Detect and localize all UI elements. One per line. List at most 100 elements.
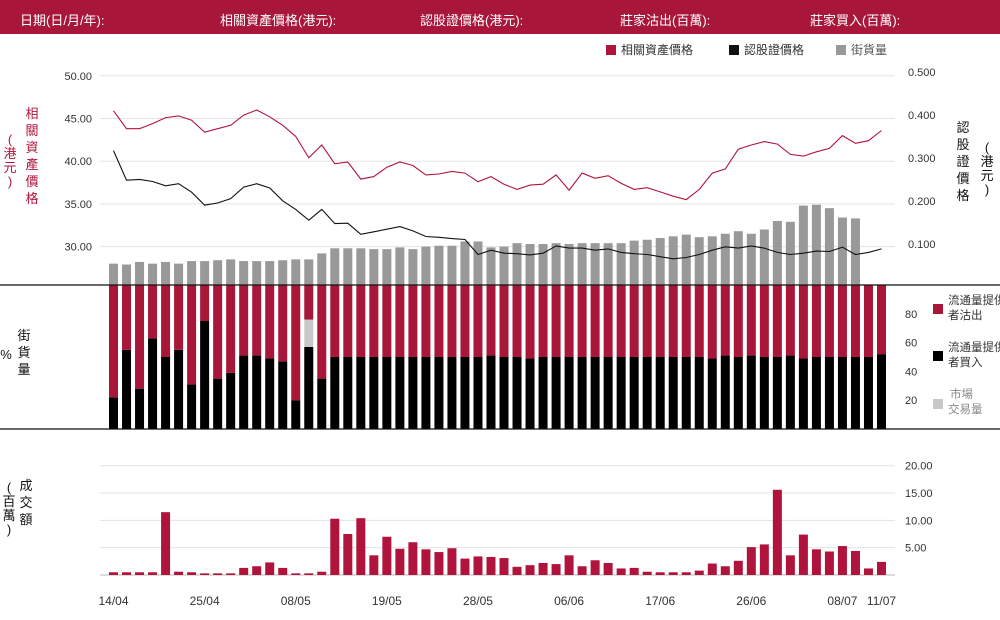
buy-bar: [369, 357, 379, 429]
buy-bar: [317, 378, 327, 429]
buy-bar: [590, 357, 600, 429]
turnover-bar: [668, 572, 678, 575]
sell-bar: [590, 285, 600, 357]
outstanding-bar: [577, 243, 587, 285]
sell-bar: [304, 285, 314, 320]
buy-bar: [382, 357, 392, 429]
date-tick-label: 14/04: [98, 594, 128, 608]
buy-bar: [616, 357, 626, 429]
mid-legend-buy-swatch: [933, 351, 943, 361]
sell-bar: [122, 285, 132, 350]
outstanding-bar: [616, 243, 626, 285]
outstanding-bar: [135, 261, 145, 285]
mid-legend-sell-swatch: [933, 304, 943, 314]
turnover-bar: [551, 564, 561, 575]
outstanding-bar: [642, 239, 652, 285]
sell-bar: [876, 285, 886, 355]
outstanding-bar: [733, 231, 743, 285]
sell-bar: [369, 285, 379, 357]
buy-bar: [525, 358, 535, 429]
outstanding-bar: [668, 236, 678, 285]
outstanding-bar: [811, 204, 821, 285]
left-tick-label: 35.00: [64, 199, 92, 211]
buy-bar: [720, 355, 730, 429]
sell-bar: [811, 285, 821, 357]
legend-outstanding-label: 街貨量: [851, 42, 887, 57]
outstanding-bar: [174, 263, 184, 285]
header-warrant-label: 認股證價格(港元):: [420, 13, 524, 28]
sell-bar: [447, 285, 457, 357]
turnover-bar: [135, 572, 145, 575]
outstanding-bar: [161, 261, 171, 285]
buy-bar: [278, 361, 288, 429]
sell-bar: [382, 285, 392, 357]
right-tick-label: 0.300: [908, 153, 936, 165]
sell-bar: [551, 285, 561, 357]
outstanding-bar: [317, 253, 327, 285]
turnover-bar: [161, 512, 171, 575]
buy-bar: [304, 346, 314, 429]
mid-legend-buy-label: 流通量提供者買入: [948, 340, 1000, 369]
turnover-bar: [252, 566, 262, 575]
turnover-bar: [473, 556, 483, 575]
buy-bar: [239, 355, 249, 429]
sell-bar: [538, 285, 548, 357]
buy-bar: [187, 384, 197, 429]
sell-bar: [343, 285, 353, 357]
mid-legend-market-label: 市場交易量: [948, 387, 983, 416]
outstanding-bar: [434, 245, 444, 285]
buy-bar: [473, 357, 483, 429]
buy-bar: [538, 357, 548, 429]
buy-bar: [603, 357, 613, 429]
sell-bar: [707, 285, 717, 359]
turnover-bar: [304, 573, 314, 575]
outstanding-bar: [785, 221, 795, 285]
sell-bar: [499, 285, 509, 357]
sell-bar: [863, 285, 873, 357]
turnover-tick-label: 5.00: [905, 543, 926, 555]
outstanding-bar: [395, 247, 405, 285]
turnover-bar: [369, 555, 379, 575]
sell-bar: [460, 285, 470, 357]
turnover-bar: [421, 549, 431, 575]
buy-bar: [850, 357, 860, 429]
mid-legend-sell-label: 流通量提供者沽出: [948, 293, 1000, 322]
bottom-axis-unit: (百萬): [2, 480, 15, 537]
turnover-bar: [720, 566, 730, 575]
right-tick-label: 0.200: [908, 196, 936, 208]
turnover-bar: [603, 562, 613, 575]
outstanding-bar: [551, 243, 561, 285]
sell-bar: [785, 285, 795, 356]
market-bar: [304, 319, 314, 347]
outstanding-bar: [707, 236, 717, 285]
left-tick-label: 40.00: [64, 156, 92, 168]
mid-tick-label: 80: [905, 309, 917, 321]
buy-bar: [837, 357, 847, 429]
outstanding-bar: [655, 238, 665, 285]
turnover-tick-label: 10.00: [905, 515, 933, 527]
buy-bar: [343, 357, 353, 429]
left-tick-label: 45.00: [64, 114, 92, 126]
buy-bar: [811, 357, 821, 429]
buy-bar: [798, 358, 808, 429]
header-mm-sell-label: 莊家沽出(百萬):: [620, 13, 711, 28]
turnover-bar: [616, 568, 626, 575]
turnover-gridlines: [100, 465, 895, 576]
date-tick-label: 28/05: [463, 594, 493, 608]
outstanding-bar: [200, 261, 210, 285]
sell-bar: [213, 285, 223, 379]
buy-bar: [200, 321, 210, 429]
date-tick-label: 25/04: [190, 594, 220, 608]
mid-tick-label: 60: [905, 338, 917, 350]
sell-bar: [512, 285, 522, 357]
sell-bar: [200, 285, 210, 321]
turnover-bar: [707, 563, 717, 575]
outstanding-bar: [850, 218, 860, 285]
outstanding-bar: [369, 249, 379, 285]
date-tick-labels: 14/04 25/04 08/05 19/05 28/05 06/06 17/06 26/06…: [98, 594, 896, 608]
buy-bar: [499, 357, 509, 429]
buy-bar: [564, 357, 574, 429]
turnover-bar: [785, 555, 795, 575]
sell-bar: [135, 285, 145, 389]
outstanding-bar: [356, 248, 366, 285]
